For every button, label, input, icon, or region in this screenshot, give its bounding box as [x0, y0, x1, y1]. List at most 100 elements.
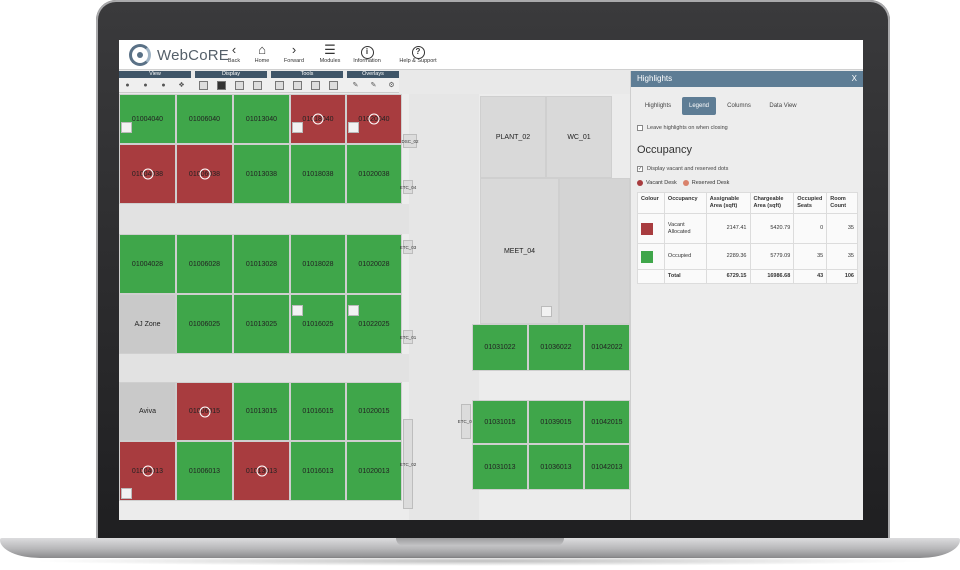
- zoom-in-icon[interactable]: ●: [125, 82, 130, 89]
- fill-icon[interactable]: [217, 81, 226, 90]
- room[interactable]: 01031013: [472, 444, 528, 490]
- room[interactable]: 01006040: [176, 94, 233, 144]
- room[interactable]: 01039015: [528, 400, 584, 444]
- grid-icon[interactable]: [253, 81, 262, 90]
- print-icon[interactable]: [311, 81, 320, 90]
- vacant-desk-dot-icon: [637, 180, 643, 186]
- room[interactable]: 01006025: [176, 294, 233, 354]
- modules-button[interactable]: ☰ Modules: [319, 42, 341, 64]
- room[interactable]: 01020038: [346, 144, 402, 204]
- vacant-dot: [142, 168, 153, 180]
- room[interactable]: 01004013: [119, 441, 176, 501]
- room[interactable]: 01013015: [233, 382, 290, 441]
- room-open[interactable]: [559, 178, 630, 324]
- forward-button[interactable]: › Forward: [283, 42, 305, 64]
- tab-highlights[interactable]: Highlights: [644, 103, 672, 109]
- room[interactable]: 01042015: [584, 400, 630, 444]
- room[interactable]: 01013028: [233, 234, 290, 294]
- room[interactable]: 01013040: [233, 94, 290, 144]
- tab-legend[interactable]: Legend: [682, 97, 716, 115]
- room[interactable]: 01031015: [472, 400, 528, 444]
- panel-tabs: Highlights Legend Columns Data View: [631, 97, 863, 115]
- room-meeting[interactable]: MEET_04: [480, 178, 559, 324]
- room[interactable]: 01018040: [290, 94, 346, 144]
- room-wc[interactable]: WC_01: [546, 96, 612, 178]
- side-room[interactable]: ETC_03: [400, 240, 416, 254]
- settings-icon[interactable]: ⚙: [388, 82, 395, 89]
- zoom-extents-icon[interactable]: ●: [161, 82, 166, 89]
- leave-highlights-checkbox[interactable]: [637, 125, 643, 131]
- toolbar-categories: View Display Tools Overlays: [119, 71, 399, 78]
- column-header[interactable]: Room Count: [826, 192, 858, 214]
- room[interactable]: 01013025: [233, 294, 290, 354]
- room[interactable]: 01020015: [346, 382, 402, 441]
- room-aviva[interactable]: Aviva: [119, 382, 176, 441]
- display-dots-option[interactable]: ✓ Display vacant and reserved dots: [637, 166, 729, 172]
- room[interactable]: 01006038: [176, 144, 233, 204]
- measure-icon[interactable]: [293, 81, 302, 90]
- toolbar-cat-view: View: [119, 71, 191, 78]
- room-aj-zone[interactable]: AJ Zone: [119, 294, 176, 354]
- export-icon[interactable]: [329, 81, 338, 90]
- room[interactable]: 01018028: [290, 234, 346, 294]
- room[interactable]: 01013038: [233, 144, 290, 204]
- column-header[interactable]: Assignable Area (sqft): [705, 192, 751, 214]
- room[interactable]: 01004028: [119, 234, 176, 294]
- table-row[interactable]: Vacant Allocated 2147.41 5420.79 0 35: [637, 213, 858, 244]
- home-button[interactable]: ⌂ Home: [254, 42, 270, 64]
- pencil-icon[interactable]: ✎: [352, 82, 359, 89]
- leave-highlights-option[interactable]: Leave highlights on when closing: [637, 125, 728, 131]
- side-room[interactable]: ETC_04: [400, 180, 416, 194]
- room[interactable]: 01016025: [290, 294, 346, 354]
- room[interactable]: 01006028: [176, 234, 233, 294]
- room[interactable]: 01018038: [290, 144, 346, 204]
- corner-marker: [121, 122, 132, 133]
- room[interactable]: 01004040: [119, 94, 176, 144]
- layer-icon[interactable]: [199, 81, 208, 90]
- room[interactable]: 01006013: [176, 441, 233, 501]
- room[interactable]: 01020013: [346, 441, 402, 501]
- side-room[interactable]: ETC_02: [400, 419, 416, 509]
- label-icon[interactable]: [235, 81, 244, 90]
- column-header[interactable]: Chargeable Area (sqft): [749, 192, 795, 214]
- column-header[interactable]: Occupancy: [663, 192, 707, 214]
- room[interactable]: 01016015: [290, 382, 346, 441]
- side-room[interactable]: DSC_02: [402, 134, 419, 148]
- room[interactable]: 01036013: [528, 444, 584, 490]
- room[interactable]: 01042013: [584, 444, 630, 490]
- side-room[interactable]: ETC_01: [400, 330, 416, 344]
- room[interactable]: 01036022: [528, 324, 584, 371]
- zoom-out-icon[interactable]: ●: [143, 82, 148, 89]
- room[interactable]: 01020040: [346, 94, 402, 144]
- room[interactable]: 01020028: [346, 234, 402, 294]
- back-button[interactable]: ‹ Back: [227, 42, 241, 64]
- column-header[interactable]: Colour: [637, 192, 665, 214]
- room[interactable]: 01004038: [119, 144, 176, 204]
- information-button[interactable]: i Information: [353, 42, 381, 68]
- room[interactable]: 01042022: [584, 324, 630, 371]
- tab-columns[interactable]: Columns: [727, 103, 751, 109]
- room[interactable]: 01031022: [472, 324, 528, 371]
- select-icon[interactable]: [275, 81, 284, 90]
- table-row[interactable]: Occupied 2289.36 5779.09 35 35: [637, 243, 858, 270]
- room[interactable]: 01022025: [346, 294, 402, 354]
- tab-data-view[interactable]: Data View: [769, 103, 797, 109]
- corner-marker: [541, 306, 552, 317]
- highlights-panel: Highlights X Highlights Legend Columns D…: [630, 71, 863, 520]
- pan-icon[interactable]: ❖: [178, 82, 185, 89]
- toolbar-cat-tools: Tools: [271, 71, 343, 78]
- floor-plan[interactable]: 01004040 01006040 01013040 01018040 0102…: [119, 94, 630, 520]
- room[interactable]: 01013013: [233, 441, 290, 501]
- corner-marker: [292, 122, 303, 133]
- app-logo[interactable]: WebCoRE: [129, 43, 229, 67]
- colour-cell: [637, 243, 665, 270]
- column-header[interactable]: Occupied Seats: [793, 192, 828, 214]
- close-icon[interactable]: X: [851, 74, 857, 83]
- side-room[interactable]: ETC_05: [458, 404, 474, 439]
- help-support-button[interactable]: ? Help & Support: [397, 42, 439, 68]
- room-plant[interactable]: PLANT_02: [480, 96, 546, 178]
- room[interactable]: 01016013: [290, 441, 346, 501]
- brush-icon[interactable]: ✎: [370, 82, 377, 89]
- display-dots-checkbox[interactable]: ✓: [637, 166, 643, 172]
- room[interactable]: 01006015: [176, 382, 233, 441]
